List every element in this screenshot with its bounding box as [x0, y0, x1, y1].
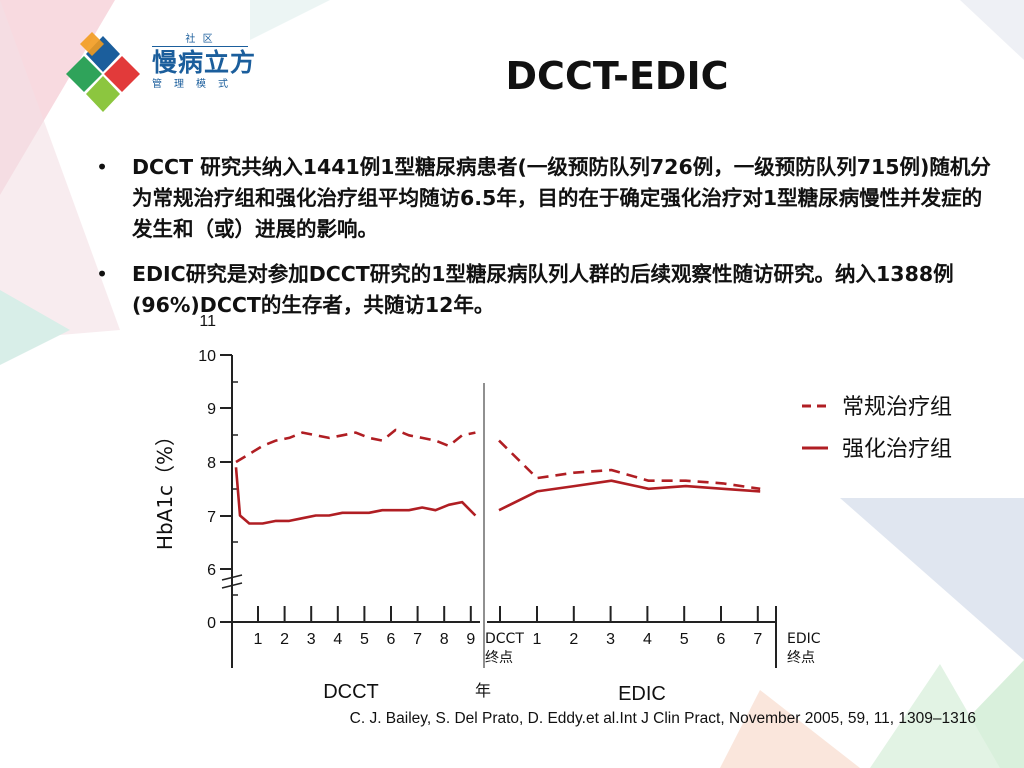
logo-main-text: 慢病立方	[152, 48, 257, 77]
bullet-text: EDIC研究是对参加DCCT研究的1型糖尿病队列人群的后续观察性随访研究。纳入1…	[132, 262, 954, 317]
series-line-dcct-conventional	[235, 428, 476, 464]
y-tick-label: 9	[207, 401, 216, 418]
logo: 社 区 慢病立方 管理模式	[60, 30, 260, 116]
y-axis-label: HbA1c（%）	[153, 426, 177, 550]
x-tick-label: 2	[280, 631, 289, 648]
legend-label: 常规治疗组	[842, 395, 952, 420]
series-line-edic-conventional	[498, 439, 761, 491]
bullet-dot: •	[96, 155, 109, 179]
x-tick-label: 3	[307, 631, 316, 648]
bullet-item: • DCCT 研究共纳入1441例1型糖尿病患者(一级预防队列726例，一级预防队…	[96, 152, 1001, 245]
x-tick-label: 2	[569, 631, 578, 648]
bullet-text: DCCT 研究共纳入1441例1型糖尿病患者(一级预防队列726例，一级预防队列…	[132, 155, 991, 241]
x-tick-label: 7	[753, 631, 762, 648]
x-tick-label: 6	[717, 631, 726, 648]
y-tick-label: 10	[198, 348, 216, 365]
y-tick-label: 7	[207, 509, 216, 526]
x-tick-label: 9	[466, 631, 475, 648]
x-tick-label: 1	[254, 631, 263, 648]
y-tick-label: 0	[207, 615, 216, 632]
x-axis-label: 年	[475, 681, 491, 700]
logo-sup-text: 社 区	[152, 34, 248, 47]
x-tick-label: 5	[680, 631, 689, 648]
legend-label: 强化治疗组	[842, 437, 952, 462]
axis-break-mark	[221, 574, 243, 581]
edic-endpoint-label-line1: EDIC	[787, 631, 821, 647]
dcct-period-label: DCCT	[323, 681, 379, 703]
dcct-endpoint-label-line1: DCCT	[485, 631, 524, 647]
dcct-endpoint-label-line2: 终点	[485, 650, 513, 666]
y-tick-label: 8	[207, 455, 216, 472]
x-tick-label: 4	[643, 631, 652, 648]
series-line-dcct-intensive	[234, 467, 477, 525]
x-tick-label: 6	[387, 631, 396, 648]
axis-break-mark	[221, 582, 243, 589]
bullet-dot: •	[96, 262, 109, 286]
x-tick-label: 4	[333, 631, 342, 648]
citation: C. J. Bailey, S. Del Prato, D. Eddy.et a…	[349, 710, 976, 727]
edic-endpoint-label-line2: 终点	[787, 650, 815, 666]
x-tick-label: 1	[533, 631, 542, 648]
edic-period-label: EDIC	[618, 683, 666, 705]
x-tick-label: 3	[606, 631, 615, 648]
logo-mark-icon	[66, 32, 140, 112]
y-tick-label: 11	[199, 313, 216, 330]
series-line-edic-intensive	[498, 479, 761, 512]
x-tick-label: 7	[413, 631, 422, 648]
bullet-list: • DCCT 研究共纳入1441例1型糖尿病患者(一级预防队列726例，一级预防队…	[96, 152, 1001, 335]
y-tick-label: 6	[207, 562, 216, 579]
x-tick-label: 8	[440, 631, 449, 648]
page-title: DCCT-EDIC	[505, 54, 729, 98]
bullet-item: • EDIC研究是对参加DCCT研究的1型糖尿病队列人群的后续观察性随访研究。纳入…	[96, 259, 1001, 321]
x-tick-label: 5	[360, 631, 369, 648]
logo-sub-text: 管理模式	[152, 79, 240, 90]
